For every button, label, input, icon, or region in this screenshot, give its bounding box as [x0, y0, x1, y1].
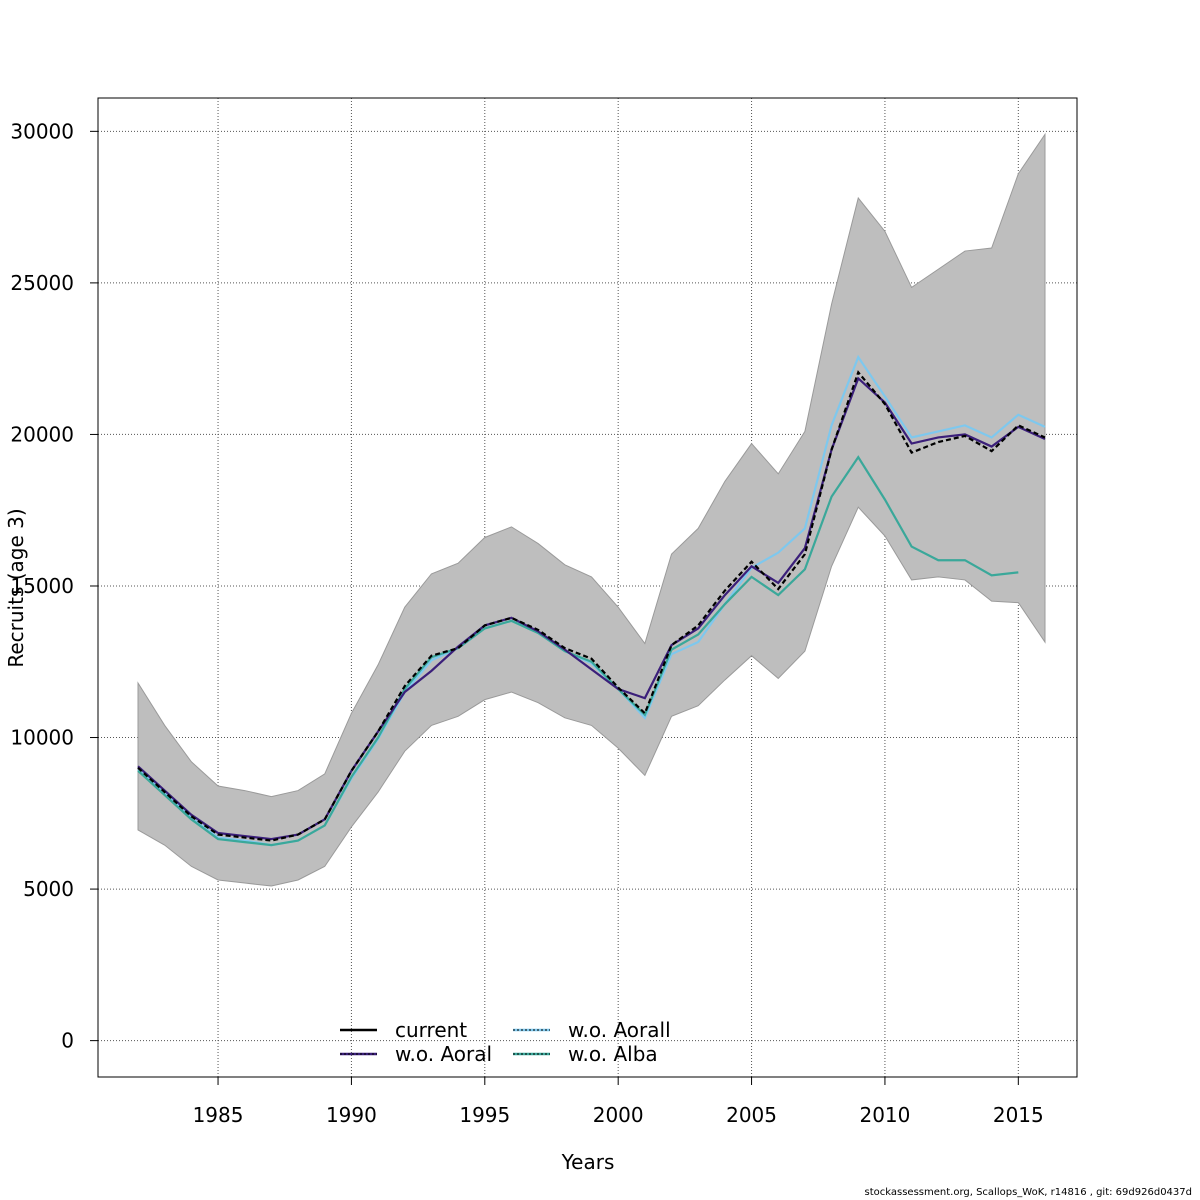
series-line-w-o-alba: [137, 455, 1019, 847]
x-tick-label: 1985: [193, 1103, 244, 1127]
y-axis-title: Recruits (age 3): [4, 508, 28, 667]
series-lines: [137, 354, 1046, 847]
x-tick-label: 2010: [859, 1103, 910, 1127]
plot-frame: [97, 97, 1078, 1078]
x-axis: 1985 1990 1995 2000 2005 2010 2015: [193, 1077, 1044, 1127]
series-line-current: [137, 370, 1046, 842]
x-tick-label: 2015: [993, 1103, 1044, 1127]
y-tick-label: 20000: [10, 422, 74, 446]
y-tick-label: 25000: [10, 271, 74, 295]
x-tick-label: 1990: [326, 1103, 377, 1127]
legend-label-w-o-alba: w.o. Alba: [568, 1042, 658, 1066]
x-tick-label: 1995: [459, 1103, 510, 1127]
x-tick-label: 2000: [593, 1103, 644, 1127]
x-axis-title: Years: [561, 1150, 615, 1174]
y-tick-label: 15000: [10, 574, 74, 598]
y-axis: 0 5000 10000 15000 20000 25000 30000: [10, 119, 98, 1053]
y-tick-label: 10000: [10, 726, 74, 750]
legend-label-w-o-aorall: w.o. Aorall: [568, 1018, 671, 1042]
legend-label-current: current: [395, 1018, 467, 1042]
confidence-band: [137, 132, 1046, 887]
legend-label-w-o-aoral: w.o. Aoral: [395, 1042, 492, 1066]
x-tick-label: 2005: [726, 1103, 777, 1127]
source-footnote: stockassessment.org, Scallops_WoK, r1481…: [864, 1187, 1192, 1198]
y-tick-label: 0: [61, 1029, 74, 1053]
y-tick-label: 5000: [23, 877, 74, 901]
y-tick-label: 30000: [10, 119, 74, 143]
